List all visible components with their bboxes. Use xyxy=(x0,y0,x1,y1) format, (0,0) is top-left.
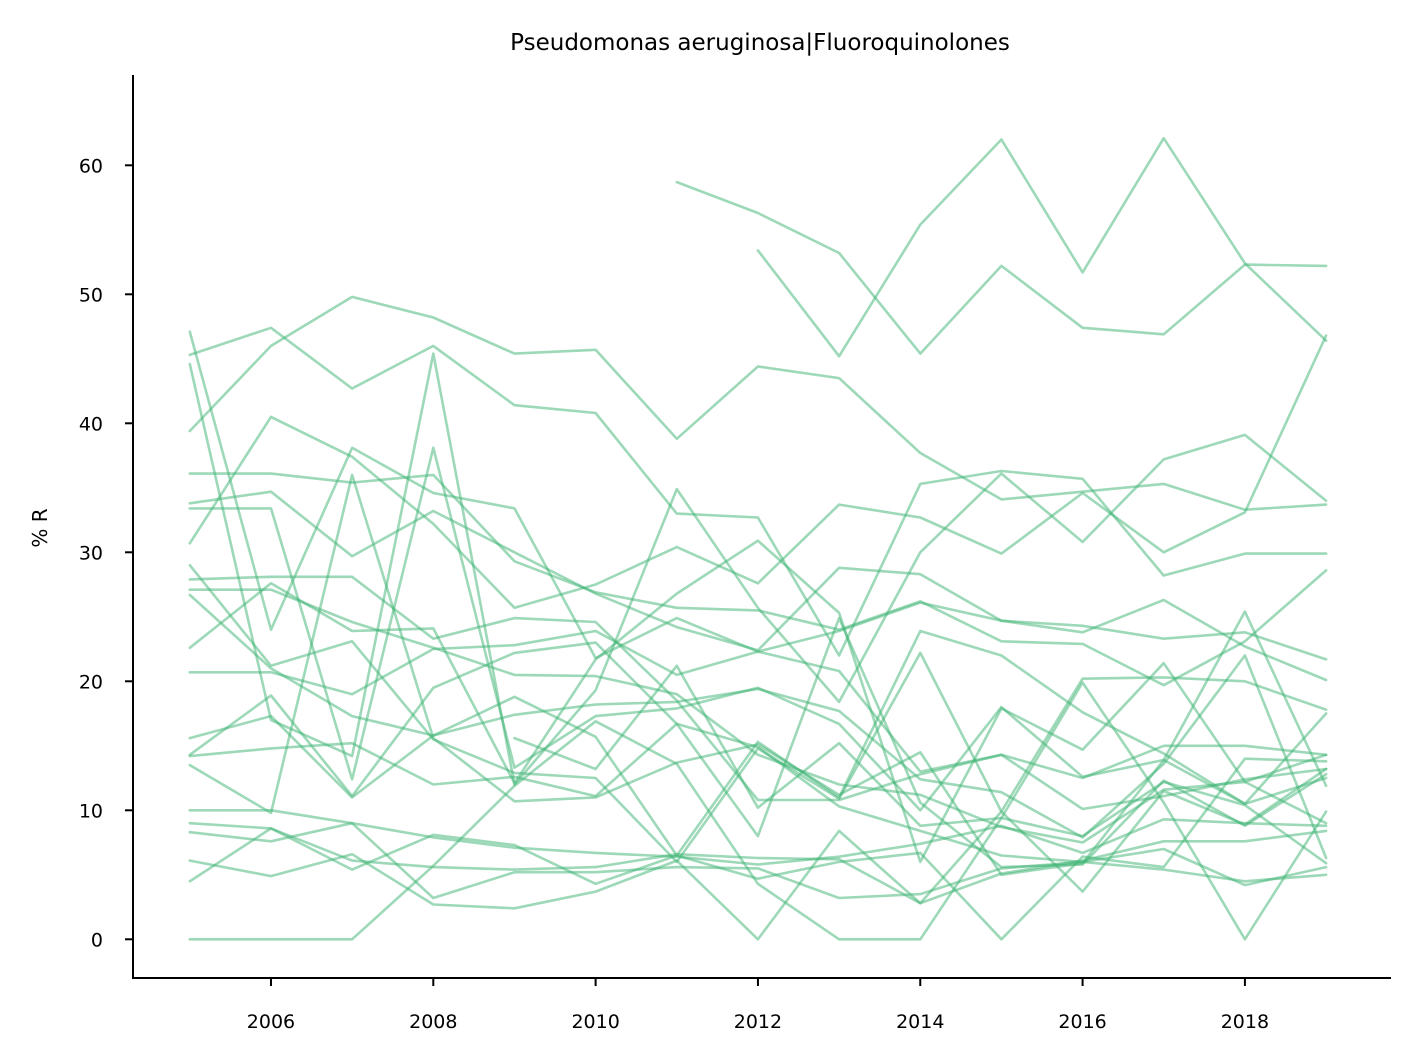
x-tick-label: 2006 xyxy=(247,1011,295,1033)
x-axis-ticks: 2006 2008 2010 2012 2014 2016 2018 xyxy=(247,978,1269,1033)
series-line-7 xyxy=(188,352,1328,786)
series-line-16 xyxy=(188,629,1328,780)
y-tick-label: 20 xyxy=(79,671,103,693)
series-line-15 xyxy=(188,593,1328,860)
y-tick-label: 10 xyxy=(79,800,103,822)
series-line-25 xyxy=(188,681,1328,941)
x-tick-label: 2010 xyxy=(571,1011,619,1033)
series-line-3 xyxy=(188,326,1328,657)
series-line-9 xyxy=(188,490,1328,682)
series-line-26 xyxy=(513,664,1328,865)
y-tick-label: 40 xyxy=(79,413,103,435)
y-axis-ticks: 0 10 20 30 40 50 60 xyxy=(79,155,133,951)
series-line-20 xyxy=(188,808,1328,866)
series-line-17 xyxy=(188,629,1328,857)
chart-title: Pseudomonas aeruginosa|Fluoroquinolones xyxy=(510,30,1010,56)
series-line-27 xyxy=(188,641,1328,883)
series-line-8 xyxy=(188,472,1328,687)
x-tick-label: 2014 xyxy=(896,1011,944,1033)
x-tick-label: 2016 xyxy=(1058,1011,1106,1033)
series-line-14 xyxy=(188,539,1328,864)
y-tick-label: 60 xyxy=(79,155,103,177)
series-line-2 xyxy=(756,136,1328,358)
x-tick-label: 2008 xyxy=(409,1011,457,1033)
x-tick-label: 2012 xyxy=(734,1011,782,1033)
series-line-23 xyxy=(188,767,1328,941)
y-tick-label: 50 xyxy=(79,284,103,306)
series-line-1 xyxy=(675,180,1328,355)
series-line-24 xyxy=(188,757,1328,941)
series-line-22 xyxy=(188,821,1328,900)
series-lines xyxy=(188,136,1328,941)
y-tick-label: 0 xyxy=(91,929,103,951)
series-line-21 xyxy=(188,821,1328,905)
x-tick-label: 2018 xyxy=(1221,1011,1269,1033)
series-line-4 xyxy=(188,295,1328,512)
series-line-19 xyxy=(188,473,1328,877)
series-line-18 xyxy=(188,616,1328,869)
y-tick-label: 30 xyxy=(79,542,103,564)
y-axis-label: % R xyxy=(28,508,52,547)
